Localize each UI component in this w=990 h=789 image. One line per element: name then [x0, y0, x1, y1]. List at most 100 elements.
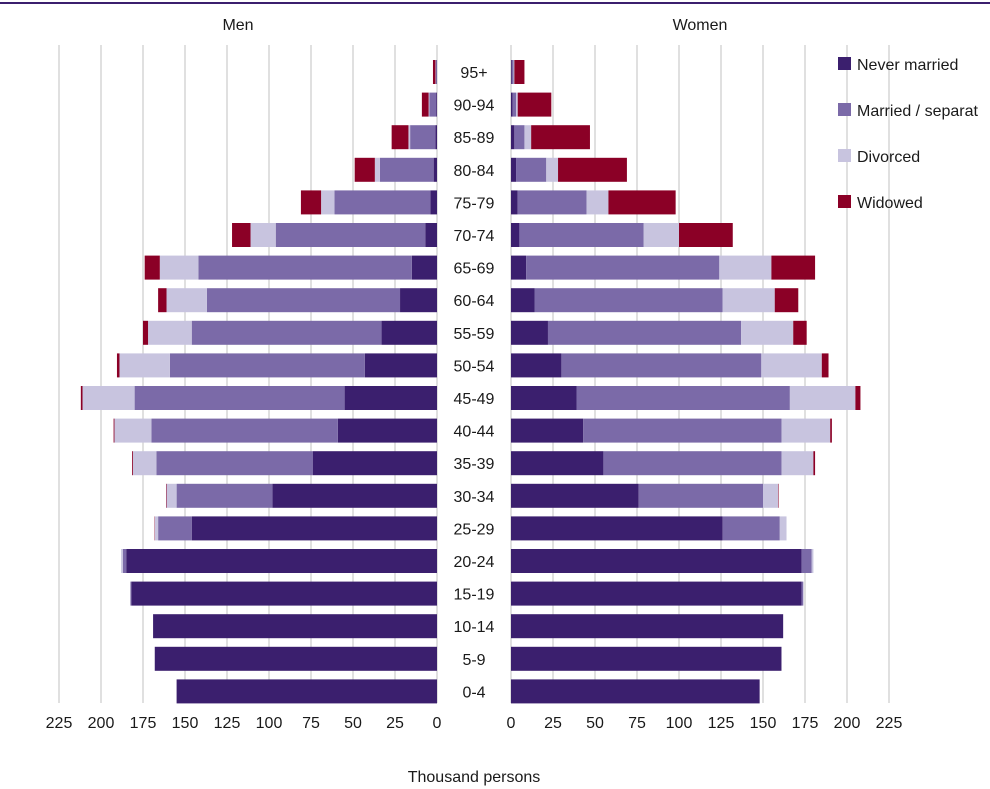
age-group-label: 40-44 [454, 424, 495, 441]
bar-men [158, 516, 192, 541]
bar-women [511, 60, 512, 84]
bar-men [176, 483, 273, 508]
bar-men [159, 255, 199, 280]
bar-women [511, 451, 604, 476]
bar-women [531, 125, 590, 150]
x-tick-label-men: 50 [344, 715, 362, 732]
x-tick-label-women: 50 [586, 715, 604, 732]
bar-men [154, 646, 437, 671]
x-tick-label-women: 225 [876, 715, 903, 732]
x-tick-label-men: 150 [172, 715, 199, 732]
bars [80, 60, 861, 704]
bar-men [432, 60, 436, 84]
bar-men [191, 320, 382, 345]
bar-men [166, 483, 177, 508]
bar-men [429, 92, 437, 117]
legend-swatch [838, 149, 851, 162]
age-group-label: 95+ [460, 65, 487, 82]
bar-women [511, 320, 548, 345]
bar-men [391, 125, 409, 150]
age-group-label: 60-64 [454, 293, 495, 310]
bar-men [410, 125, 436, 150]
bar-women [517, 190, 587, 215]
bar-women [638, 483, 763, 508]
bar-men [381, 320, 437, 345]
bar-women [514, 125, 525, 150]
x-tick-label-men: 25 [386, 715, 404, 732]
bar-men [337, 418, 437, 443]
bar-women [761, 353, 822, 378]
bar-women [511, 516, 723, 541]
bar-women [608, 190, 676, 215]
bar-women [722, 288, 775, 313]
bar-men [80, 386, 83, 410]
bar-men [116, 353, 120, 378]
bar-women [801, 581, 804, 606]
age-group-label: 55-59 [454, 326, 495, 343]
bar-women [558, 157, 627, 182]
legend-label: Married / separat [857, 103, 978, 120]
bar-women [511, 646, 782, 671]
bar-men [191, 516, 437, 541]
bar-men [169, 353, 365, 378]
x-tick-label-women: 200 [834, 715, 861, 732]
bar-women [512, 92, 517, 117]
legend-label: Widowed [857, 195, 923, 212]
age-group-label: 70-74 [454, 228, 495, 245]
bar-women [821, 353, 829, 378]
age-group-label: 80-84 [454, 163, 495, 180]
age-group-label: 45-49 [454, 391, 495, 408]
bar-men [131, 581, 438, 606]
age-group-label: 10-14 [454, 619, 495, 636]
bar-men [435, 60, 437, 84]
bar-men [153, 614, 437, 639]
x-tick-label-women: 25 [544, 715, 562, 732]
legend-swatch [838, 57, 851, 70]
legend-swatch [838, 195, 851, 208]
bar-men [433, 157, 437, 182]
bar-women [511, 581, 802, 606]
bar-women [722, 516, 780, 541]
bar-men [400, 288, 437, 313]
bar-men [364, 353, 437, 378]
bar-men [436, 92, 437, 117]
bar-men [435, 125, 437, 150]
bar-women [801, 549, 812, 573]
bar-men [379, 157, 434, 182]
bar-women [534, 288, 723, 313]
bar-men [158, 288, 167, 313]
legend-label: Divorced [857, 149, 920, 166]
bar-women [561, 353, 762, 378]
bar-women [511, 353, 562, 378]
bar-women [511, 288, 535, 313]
age-group-label: 90-94 [454, 98, 495, 115]
bar-men [425, 223, 437, 247]
bar-men [113, 418, 115, 443]
bar-women [771, 255, 816, 280]
bar-women [779, 516, 787, 541]
x-tick-label-men: 125 [214, 715, 241, 732]
bar-men [198, 255, 412, 280]
bar-men [154, 516, 159, 541]
bar-men [344, 386, 437, 410]
bar-men [206, 288, 401, 313]
bar-men [132, 451, 157, 476]
bar-men [143, 320, 149, 345]
x-tick-label-women: 175 [792, 715, 819, 732]
bar-women [511, 92, 513, 117]
bar-women [511, 549, 802, 573]
bar-women [511, 60, 514, 84]
bar-men [134, 386, 345, 410]
age-group-label: 20-24 [454, 554, 495, 571]
bar-men [300, 190, 322, 215]
bar-women [511, 679, 760, 704]
bar-women [763, 483, 779, 508]
bar-women [524, 125, 532, 150]
bar-men [144, 255, 160, 280]
bar-men [82, 386, 135, 410]
x-tick-label-women: 100 [666, 715, 693, 732]
bar-women [586, 190, 609, 215]
bar-women [516, 92, 518, 117]
bar-men [232, 223, 251, 247]
bar-men [121, 549, 123, 573]
